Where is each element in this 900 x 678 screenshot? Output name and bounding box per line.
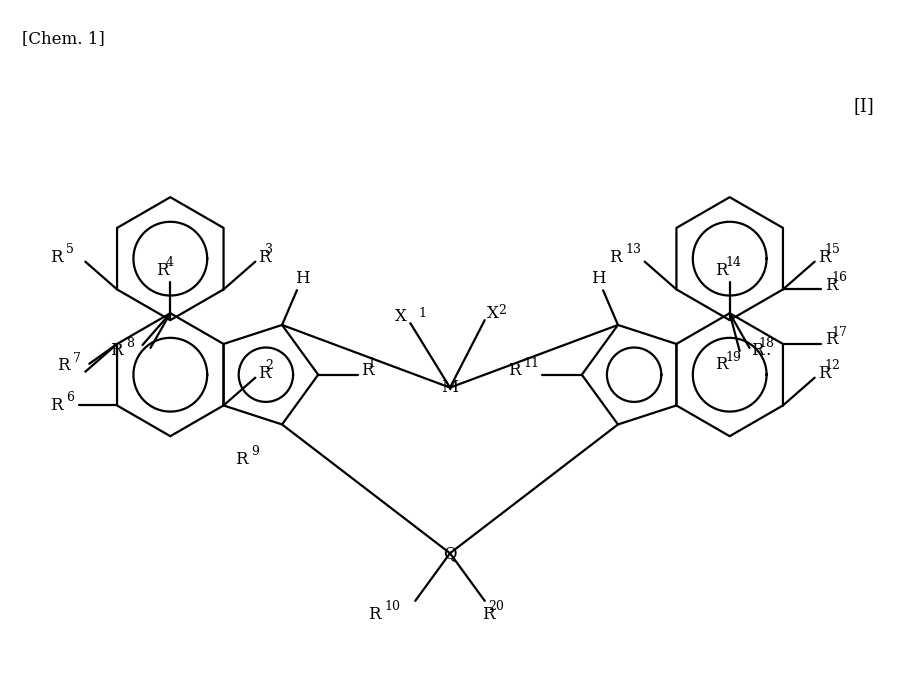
Text: H: H bbox=[590, 270, 606, 287]
Text: 6: 6 bbox=[66, 391, 74, 404]
Text: R: R bbox=[716, 356, 728, 374]
Text: 20: 20 bbox=[489, 601, 504, 614]
Text: 1: 1 bbox=[418, 306, 427, 320]
Text: H: H bbox=[294, 270, 310, 287]
Text: R: R bbox=[258, 250, 271, 266]
Text: 19: 19 bbox=[725, 351, 742, 363]
Text: R: R bbox=[156, 262, 168, 279]
Text: 8: 8 bbox=[126, 337, 134, 350]
Text: R: R bbox=[361, 362, 374, 379]
Text: Q: Q bbox=[443, 544, 456, 562]
Text: R: R bbox=[716, 262, 728, 279]
Text: R: R bbox=[818, 250, 830, 266]
Text: R: R bbox=[50, 250, 62, 266]
Text: 16: 16 bbox=[831, 271, 847, 284]
Text: 13: 13 bbox=[626, 243, 642, 256]
Text: 2: 2 bbox=[265, 359, 273, 372]
Text: R: R bbox=[482, 606, 494, 623]
Text: 4: 4 bbox=[166, 256, 174, 269]
Text: R: R bbox=[818, 365, 830, 382]
Text: [I]: [I] bbox=[854, 97, 875, 115]
Text: R: R bbox=[368, 606, 381, 623]
Text: 15: 15 bbox=[824, 243, 840, 256]
Text: .: . bbox=[766, 342, 771, 359]
Text: 2: 2 bbox=[499, 304, 507, 317]
Text: R: R bbox=[824, 277, 837, 294]
Text: R: R bbox=[824, 332, 837, 348]
Text: R: R bbox=[609, 250, 622, 266]
Text: R: R bbox=[508, 362, 520, 379]
Text: X: X bbox=[394, 308, 407, 325]
Text: R: R bbox=[110, 342, 122, 359]
Text: R: R bbox=[258, 365, 271, 382]
Text: R: R bbox=[752, 342, 764, 359]
Text: 14: 14 bbox=[725, 256, 742, 269]
Text: 7: 7 bbox=[73, 351, 81, 365]
Text: 11: 11 bbox=[524, 357, 540, 370]
Text: 5: 5 bbox=[66, 243, 74, 256]
Text: R: R bbox=[57, 357, 69, 374]
Text: 3: 3 bbox=[265, 243, 273, 256]
Text: 1: 1 bbox=[367, 357, 375, 370]
Text: 18: 18 bbox=[758, 337, 774, 350]
Text: X: X bbox=[487, 305, 499, 322]
Text: 9: 9 bbox=[251, 445, 259, 458]
Text: M: M bbox=[441, 379, 459, 396]
Text: 12: 12 bbox=[824, 359, 840, 372]
Text: [Chem. 1]: [Chem. 1] bbox=[22, 31, 104, 47]
Text: 17: 17 bbox=[831, 325, 847, 339]
Text: R: R bbox=[50, 397, 62, 414]
Text: 10: 10 bbox=[384, 601, 400, 614]
Text: R: R bbox=[235, 451, 248, 468]
